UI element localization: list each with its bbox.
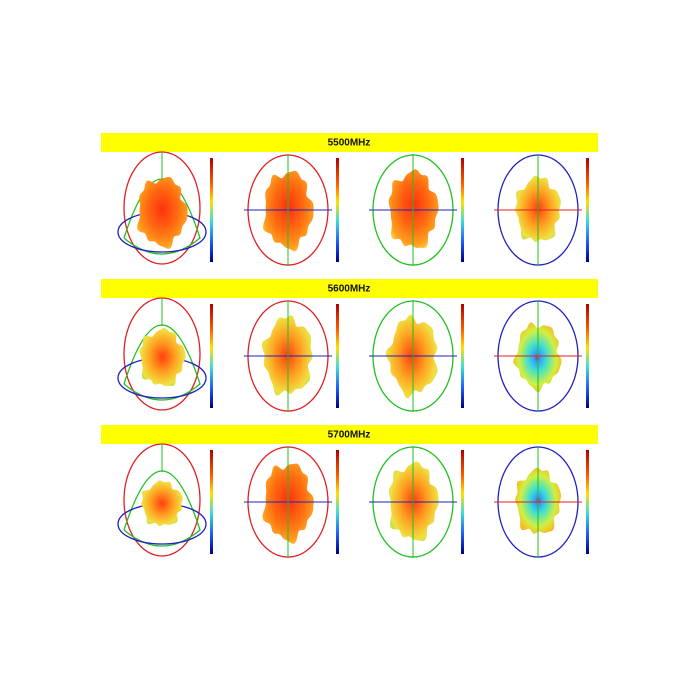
colorbar (210, 304, 213, 408)
pattern-panel (117, 151, 213, 265)
section: 5700MHz (101, 425, 598, 558)
pattern-panel (369, 154, 464, 266)
section: 5500MHz (101, 133, 598, 266)
colorbar (461, 304, 464, 408)
section-header (101, 425, 598, 444)
pattern-surface (139, 327, 186, 387)
pattern-panel (117, 297, 213, 411)
colorbar (461, 450, 464, 554)
axis-ring (123, 470, 201, 547)
pattern-panel (369, 300, 464, 412)
section-title: 5700MHz (328, 430, 371, 441)
pattern-surface (261, 315, 313, 396)
pattern-panel (244, 446, 339, 558)
section-header (101, 133, 598, 152)
colorbar (336, 450, 339, 554)
colorbar (336, 304, 339, 408)
pattern-surface (141, 480, 183, 526)
colorbar (210, 450, 213, 554)
section-title: 5500MHz (328, 138, 371, 149)
pattern-surface (513, 322, 562, 393)
section-title: 5600MHz (328, 284, 371, 295)
pattern-panel (494, 300, 589, 412)
pattern-surface (137, 176, 188, 250)
pattern-panel (244, 300, 339, 412)
pattern-panel (494, 154, 589, 266)
colorbar (336, 158, 339, 262)
section: 5600MHz (101, 279, 598, 412)
pattern-surface (388, 169, 439, 249)
pattern-panel (117, 443, 213, 557)
colorbar (586, 304, 589, 408)
section-header (101, 279, 598, 298)
pattern-panel (369, 446, 464, 558)
pattern-panel (244, 154, 339, 266)
colorbar (461, 158, 464, 262)
colorbar (586, 450, 589, 554)
colorbar (210, 158, 213, 262)
colorbar (586, 158, 589, 262)
pattern-panel (494, 446, 589, 558)
pattern-surface (388, 461, 439, 542)
